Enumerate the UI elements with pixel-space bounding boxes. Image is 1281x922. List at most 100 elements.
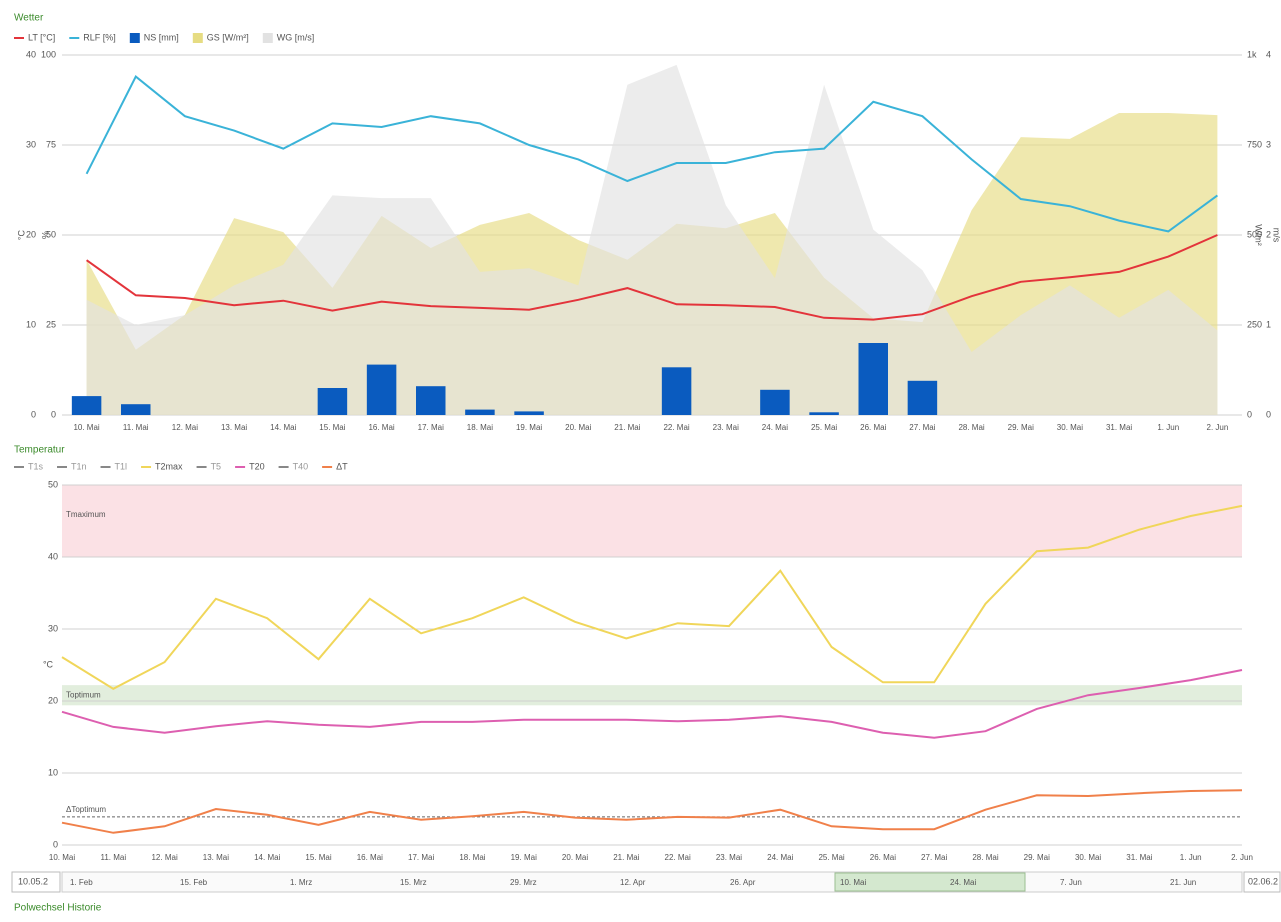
x-tick-label: 25. Mai xyxy=(818,853,844,862)
y-tick-label: 250 xyxy=(1247,319,1262,329)
navigator-label: 24. Mai xyxy=(950,878,976,887)
legend-label: ΔT xyxy=(336,461,348,471)
x-tick-label: 29. Mai xyxy=(1024,853,1050,862)
legend-label: NS [mm] xyxy=(144,32,179,42)
x-tick-label: 26. Mai xyxy=(860,423,886,432)
x-tick-label: 19. Mai xyxy=(511,853,537,862)
x-tick-label: 20. Mai xyxy=(562,853,588,862)
x-tick-label: 31. Mai xyxy=(1126,853,1152,862)
y-tick-label: 100 xyxy=(41,49,56,59)
axis-title: °C xyxy=(43,659,54,669)
navigator-selection[interactable] xyxy=(834,872,1026,892)
band-label: Toptimum xyxy=(66,690,101,699)
bar xyxy=(809,412,839,415)
band-label: Tmaximum xyxy=(66,510,106,519)
x-tick-label: 21. Mai xyxy=(613,853,639,862)
axis-title: W/m² xyxy=(1254,224,1264,246)
bar xyxy=(858,343,888,415)
y-tick-label: 30 xyxy=(48,623,58,633)
line xyxy=(61,504,1243,690)
y-tick-label: 25 xyxy=(46,319,56,329)
x-tick-label: 10. Mai xyxy=(73,423,99,432)
x-tick-label: 28. Mai xyxy=(958,423,984,432)
legend-label: T2max xyxy=(155,461,183,471)
bar xyxy=(514,411,544,415)
navigator-label: 15. Mrz xyxy=(400,878,427,887)
y-tick-label: 40 xyxy=(48,551,58,561)
x-tick-label: 19. Mai xyxy=(516,423,542,432)
y-tick-label: 20 xyxy=(48,695,58,705)
y-tick-label: 10 xyxy=(26,319,36,329)
x-tick-label: 16. Mai xyxy=(357,853,383,862)
x-tick-label: 18. Mai xyxy=(467,423,493,432)
area xyxy=(86,64,1218,416)
x-tick-label: 10. Mai xyxy=(49,853,75,862)
legend-label: T1s xyxy=(28,461,44,471)
y-tick-label: 500 xyxy=(1247,229,1262,239)
navigator-label: 29. Mrz xyxy=(510,878,537,887)
line xyxy=(85,75,1218,233)
y-tick-label: 50 xyxy=(46,229,56,239)
x-tick-label: 14. Mai xyxy=(254,853,280,862)
end-date-input[interactable] xyxy=(1243,871,1281,893)
navigator-label: 21. Jun xyxy=(1170,878,1196,887)
navigator-label: 7. Jun xyxy=(1060,878,1082,887)
y-tick-label: 0 xyxy=(53,839,58,849)
reference-label: ΔToptimum xyxy=(66,805,106,814)
x-tick-label: 24. Mai xyxy=(762,423,788,432)
x-tick-label: 2. Jun xyxy=(1231,853,1253,862)
x-tick-label: 18. Mai xyxy=(459,853,485,862)
y-tick-label: 30 xyxy=(26,139,36,149)
axis-title: % xyxy=(40,231,50,239)
x-tick-label: 20. Mai xyxy=(565,423,591,432)
x-tick-label: 24. Mai xyxy=(767,853,793,862)
x-tick-label: 28. Mai xyxy=(972,853,998,862)
x-tick-label: 23. Mai xyxy=(713,423,739,432)
y-tick-label: 3 xyxy=(1266,139,1271,149)
navigator-label: 10. Mai xyxy=(840,878,866,887)
chart-title: Temperatur xyxy=(14,445,65,456)
band xyxy=(62,485,1242,557)
x-tick-label: 22. Mai xyxy=(663,423,689,432)
y-tick-label: 1 xyxy=(1266,319,1271,329)
bar xyxy=(121,404,151,415)
x-tick-label: 26. Mai xyxy=(870,853,896,862)
x-tick-label: 30. Mai xyxy=(1057,423,1083,432)
legend-label: WG [m/s] xyxy=(277,32,315,42)
x-tick-label: 29. Mai xyxy=(1008,423,1034,432)
navigator-label: 15. Feb xyxy=(180,878,208,887)
x-tick-label: 15. Mai xyxy=(305,853,331,862)
x-tick-label: 1. Jun xyxy=(1157,423,1179,432)
y-tick-label: 0 xyxy=(1247,409,1252,419)
x-tick-label: 12. Mai xyxy=(172,423,198,432)
navigator-label: 26. Apr xyxy=(730,878,756,887)
bar xyxy=(317,388,348,415)
x-tick-label: 30. Mai xyxy=(1075,853,1101,862)
line xyxy=(61,669,1243,739)
y-tick-label: 50 xyxy=(48,479,58,489)
end-date: 02.06.2 xyxy=(1248,876,1278,886)
y-tick-label: 4 xyxy=(1266,49,1271,59)
x-tick-label: 11. Mai xyxy=(123,423,149,432)
axis-title: m/s xyxy=(1272,228,1281,243)
y-tick-label: 0 xyxy=(31,409,36,419)
section-title: Polwechsel Historie xyxy=(14,903,102,914)
axis-title: °C xyxy=(16,229,26,240)
x-tick-label: 21. Mai xyxy=(614,423,640,432)
y-tick-label: 40 xyxy=(26,49,36,59)
x-tick-label: 23. Mai xyxy=(716,853,742,862)
y-tick-label: 20 xyxy=(26,229,36,239)
y-tick-label: 1k xyxy=(1247,49,1257,59)
x-tick-label: 2. Jun xyxy=(1207,423,1229,432)
legend-label: GS [W/m²] xyxy=(207,32,249,42)
x-tick-label: 12. Mai xyxy=(151,853,177,862)
bar xyxy=(366,364,397,415)
x-tick-label: 27. Mai xyxy=(909,423,935,432)
start-date-input[interactable] xyxy=(11,871,61,893)
line xyxy=(86,234,1218,321)
legend-swatch xyxy=(192,33,203,43)
x-tick-label: 13. Mai xyxy=(221,423,247,432)
x-tick-label: 25. Mai xyxy=(811,423,837,432)
x-tick-label: 13. Mai xyxy=(203,853,229,862)
